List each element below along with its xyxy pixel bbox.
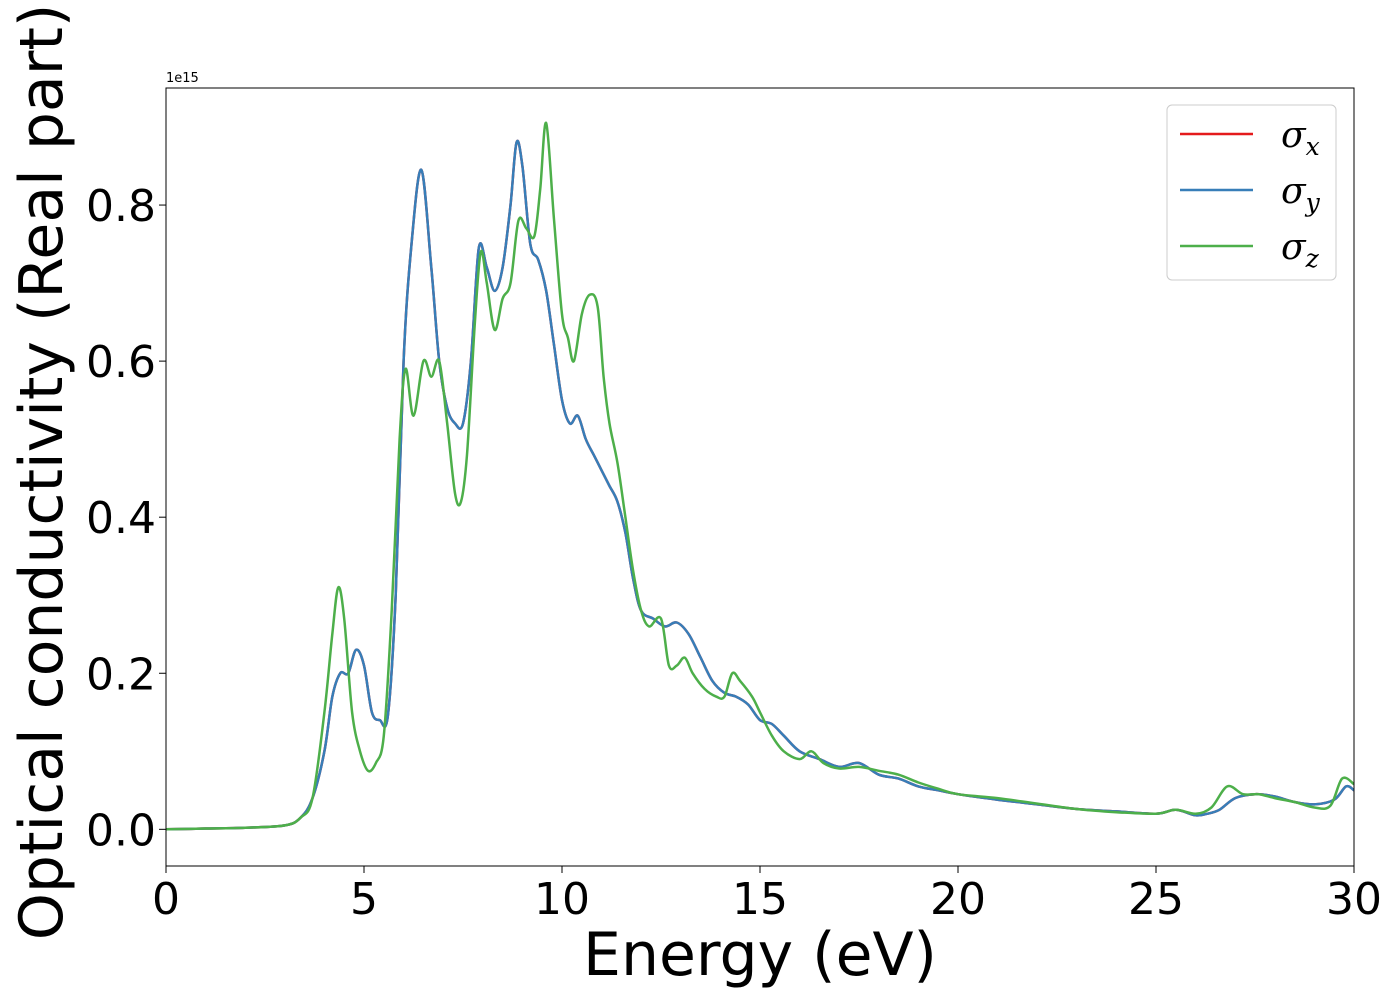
legend: σx σy σz (1166, 104, 1337, 281)
y-axis-ticks: 0.0 0.2 0.4 0.6 0.8 (86, 181, 166, 856)
plot-lines (165, 121, 1355, 831)
y-tick-label: 0.6 (86, 337, 156, 388)
legend-frame (1166, 104, 1337, 281)
y-tick-label: 0.8 (86, 181, 156, 232)
y-tick-label: 0.4 (86, 493, 156, 544)
y-axis-offset-label: 1e15 (166, 71, 199, 86)
x-tick-label: 30 (1326, 874, 1382, 925)
x-tick-label: 25 (1128, 874, 1184, 925)
legend-label-sigma-x: σx (1281, 115, 1320, 161)
x-tick-label: 5 (350, 874, 378, 925)
x-tick-label: 15 (732, 874, 788, 925)
x-tick-label: 10 (534, 874, 590, 925)
y-tick-label: 0.0 (86, 805, 156, 856)
x-tick-label: 20 (930, 874, 986, 925)
x-tick-label: 0 (152, 874, 180, 925)
y-tick-label: 0.2 (86, 649, 156, 700)
x-axis-ticks: 0 5 10 15 20 25 30 (152, 866, 1382, 925)
series-line-sigma-z (165, 121, 1355, 831)
x-axis-title: Energy (eV) (583, 920, 937, 990)
legend-label-sigma-z: σz (1281, 227, 1320, 273)
y-axis-title: Optical conductivity (Real part) (7, 4, 77, 941)
legend-label-sigma-y: σy (1281, 171, 1321, 217)
